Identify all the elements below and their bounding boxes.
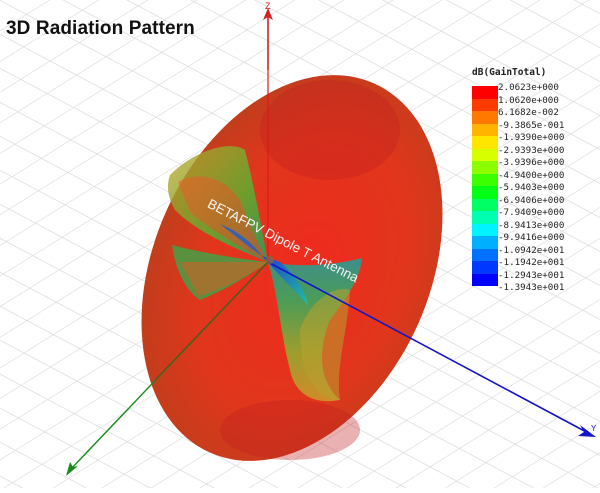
legend-value: -7.9409e+000 — [498, 207, 565, 218]
legend-value: 2.0623e+000 — [498, 82, 559, 93]
legend-swatch — [472, 186, 498, 199]
plot-title: 3D Radiation Pattern — [6, 18, 195, 39]
legend-value: -1.0942e+001 — [498, 244, 565, 256]
legend-value: -6.9406e+000 — [498, 194, 565, 206]
legend-value: -9.9416e+000 — [498, 232, 565, 243]
radiation-pattern-surface — [141, 75, 443, 461]
legend-swatch — [472, 248, 498, 261]
legend-value: 6.1682e-002 — [498, 107, 559, 118]
legend-value: -1.1942e+001 — [498, 257, 565, 268]
legend-swatch — [472, 148, 498, 161]
legend-swatch — [472, 98, 498, 111]
z-axis-label: Z — [265, 1, 271, 11]
legend-swatch — [472, 273, 498, 286]
legend-swatch — [472, 123, 498, 136]
z-axis-arrow-icon — [263, 8, 273, 20]
x-axis-arrow-icon — [66, 462, 78, 476]
legend-value: -8.9413e+000 — [498, 219, 565, 231]
legend-swatch — [472, 211, 498, 224]
legend-value: -1.9390e+000 — [498, 132, 565, 143]
legend-swatch — [472, 223, 498, 236]
legend-swatch — [472, 161, 498, 174]
y-axis-arrow-icon — [578, 425, 596, 437]
legend-title: dB(GainTotal) — [472, 67, 547, 78]
legend-swatch — [472, 111, 498, 124]
y-axis-line — [267, 261, 591, 435]
legend-swatch — [472, 86, 498, 99]
legend-swatch — [472, 261, 498, 274]
legend-value: -4.9400e+000 — [498, 169, 565, 181]
legend-value: -3.9396e+000 — [498, 157, 565, 168]
legend-swatch — [472, 173, 498, 186]
legend-value: -5.9403e+000 — [498, 182, 565, 193]
legend-value: -2.9393e+000 — [498, 144, 565, 156]
legend-value: -9.3865e-001 — [498, 119, 565, 131]
legend-value: -1.3943e+001 — [498, 282, 565, 293]
legend-value: 1.0620e+000 — [498, 94, 559, 106]
legend-swatch — [472, 236, 498, 249]
legend-swatch — [472, 198, 498, 211]
antenna-model — [266, 256, 274, 264]
legend-colorbar — [472, 86, 498, 286]
legend-labels: 2.0623e+000 1.0620e+000 6.1682e-002 -9.3… — [498, 82, 564, 295]
color-legend: dB(GainTotal) 2.0623e+ — [472, 64, 600, 293]
y-axis-label: Y — [591, 424, 597, 433]
legend-value: -1.2943e+001 — [498, 269, 565, 281]
legend-swatch — [472, 136, 498, 149]
